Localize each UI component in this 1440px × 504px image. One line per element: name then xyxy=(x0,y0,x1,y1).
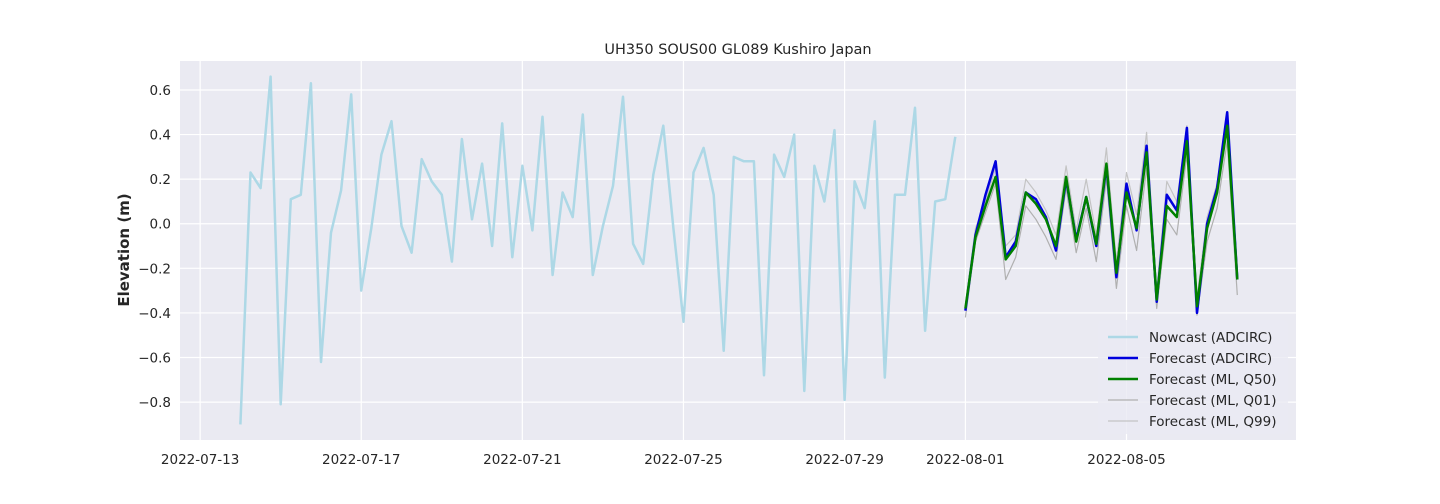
legend-label: Forecast (ML, Q01) xyxy=(1149,393,1277,409)
x-tick-label: 2022-07-29 xyxy=(805,452,883,468)
x-tick-label: 2022-08-01 xyxy=(926,452,1004,468)
chart-title: UH350 SOUS00 GL089 Kushiro Japan xyxy=(604,42,871,58)
y-axis-label: Elevation (m) xyxy=(115,193,133,306)
y-tick-label: −0.8 xyxy=(138,395,171,411)
x-tick-label: 2022-08-05 xyxy=(1087,452,1165,468)
y-tick-label: 0.4 xyxy=(150,128,171,144)
x-tick-label: 2022-07-17 xyxy=(322,452,400,468)
x-tick-label: 2022-07-13 xyxy=(161,452,239,468)
series-line-2 xyxy=(964,124,1239,309)
legend-label: Forecast (ML, Q50) xyxy=(1149,372,1277,388)
x-tick-label: 2022-07-25 xyxy=(644,452,722,468)
x-axis: 2022-07-13 2022-07-17 2022-07-21 2022-07-25… xyxy=(161,452,1166,468)
y-tick-label: −0.2 xyxy=(138,261,171,277)
legend-label: Forecast (ML, Q99) xyxy=(1149,414,1277,430)
y-tick-label: 0.2 xyxy=(150,172,171,188)
y-axis: −0.8 −0.6 −0.4 −0.2 0.0 0.2 0.4 0.6 xyxy=(138,83,171,411)
y-tick-label: −0.6 xyxy=(138,351,171,367)
legend: Nowcast (ADCIRC) Forecast (ADCIRC) Forecas… xyxy=(1098,320,1288,434)
series-line-0 xyxy=(239,75,957,425)
legend-label: Forecast (ADCIRC) xyxy=(1149,351,1272,367)
legend-frame xyxy=(1098,320,1288,434)
series-group xyxy=(239,75,1239,425)
grid xyxy=(180,61,1296,440)
legend-label: Nowcast (ADCIRC) xyxy=(1149,330,1272,346)
y-tick-label: 0.0 xyxy=(150,217,171,233)
y-tick-label: 0.6 xyxy=(150,83,171,99)
x-tick-label: 2022-07-21 xyxy=(483,452,561,468)
y-tick-label: −0.4 xyxy=(138,306,171,322)
